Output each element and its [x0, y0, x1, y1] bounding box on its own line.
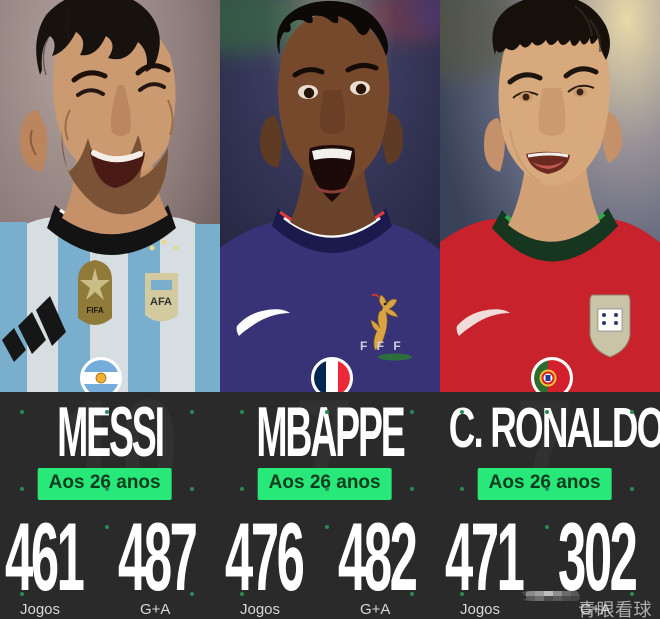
svg-text:AFA: AFA — [150, 296, 172, 308]
svg-text:FIFA: FIFA — [86, 306, 104, 315]
svg-text:F F F: F F F — [360, 339, 404, 353]
